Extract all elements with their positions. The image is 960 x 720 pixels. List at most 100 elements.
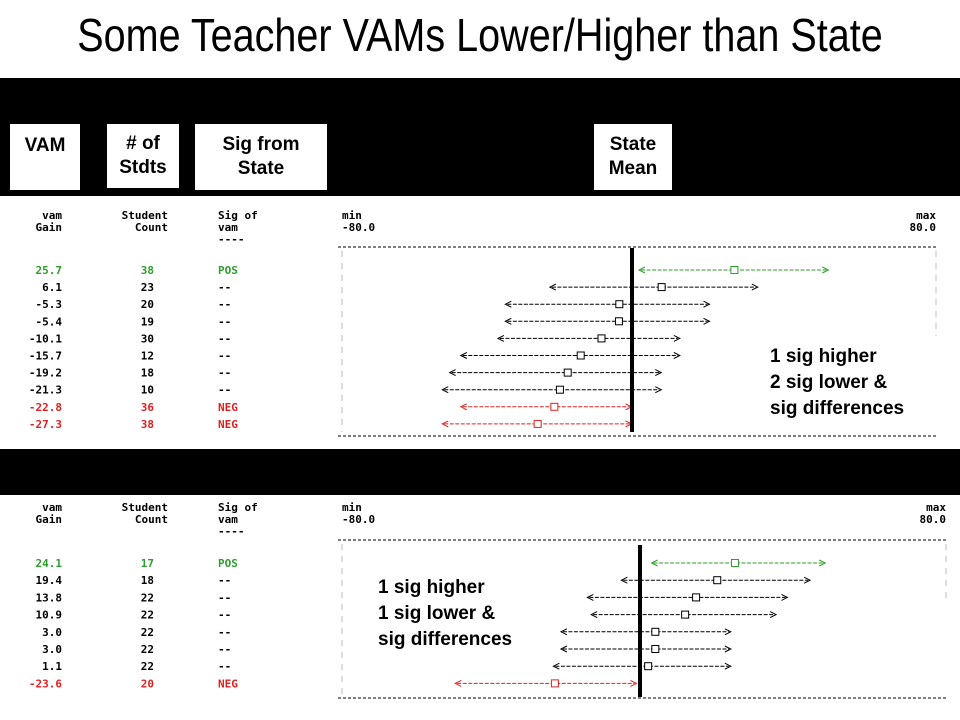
- interval-left-arrow: [448, 369, 456, 377]
- interval-left-arrow: [459, 403, 468, 411]
- column-header-3-line-3: ----: [218, 233, 245, 246]
- column-header-2-line-1: Student: [122, 501, 168, 514]
- vam-point-marker: [692, 593, 701, 602]
- sig-of-vam-value: --: [218, 350, 231, 363]
- vam-point-marker: [730, 559, 739, 567]
- vam-gain-value: 6.1: [42, 281, 62, 294]
- vam-point-marker: [550, 679, 559, 688]
- vam-gain-value: 13.8: [36, 591, 63, 604]
- column-header-3-line-1: Sig of: [218, 501, 258, 514]
- column-header-3-line-2: vam: [218, 513, 238, 526]
- slide-title: Some Teacher VAMs Lower/Higher than Stat…: [77, 9, 883, 61]
- sig-of-vam-value: NEG: [218, 677, 238, 690]
- vam-gain-value: -5.4: [36, 315, 63, 328]
- column-header-1-line-1: vam: [42, 501, 62, 514]
- interval-right-arrow: [655, 386, 663, 394]
- vam-point-marker: [533, 419, 542, 428]
- vam-point-marker: [614, 317, 623, 326]
- student-count-value: 17: [141, 557, 154, 570]
- sig-of-vam-value: --: [218, 332, 231, 345]
- student-count-value: 18: [141, 367, 154, 380]
- interval-right-arrow: [781, 593, 789, 601]
- interval-right-arrow: [769, 611, 778, 619]
- interval-right-arrow: [703, 317, 711, 325]
- vam-gain-value: -19.2: [29, 367, 62, 380]
- interval-left-arrow: [548, 283, 557, 291]
- student-count-header-label: # of Stdts: [107, 124, 179, 188]
- vam-point-marker: [555, 385, 564, 394]
- vam-point-marker: [550, 402, 559, 411]
- interval-left-arrow: [504, 317, 512, 325]
- sig-of-vam-value: POS: [218, 557, 238, 570]
- student-count-value: 19: [141, 315, 154, 328]
- vam-gain-value: 19.4: [36, 574, 63, 587]
- interval-left-arrow: [559, 645, 568, 653]
- vam-gain-value: 24.1: [36, 557, 63, 570]
- interval-left-arrow: [650, 559, 658, 567]
- interval-left-arrow: [441, 386, 449, 394]
- column-header-2-line-1: Student: [122, 209, 168, 222]
- interval-left-arrow: [637, 266, 646, 274]
- sig-of-vam-value: --: [218, 315, 231, 328]
- vam-point-marker: [615, 300, 624, 309]
- axis-max-label: max: [916, 209, 936, 222]
- axis-max-label: max: [926, 501, 946, 514]
- vam-gain-value: 1.1: [42, 660, 62, 673]
- vam-gain-value: -22.8: [29, 401, 62, 414]
- state-mean-header-label: State Mean: [594, 124, 672, 190]
- interval-left-arrow: [441, 420, 449, 428]
- student-count-value: 20: [141, 677, 154, 690]
- sig-of-vam-value: --: [218, 660, 231, 673]
- vam-point-marker: [730, 266, 739, 274]
- axis-max-value: 80.0: [920, 513, 947, 526]
- vam-gain-value: -21.3: [29, 384, 62, 397]
- interval-right-arrow: [724, 645, 732, 653]
- interval-left-arrow: [496, 334, 505, 342]
- vam-gain-value: 3.0: [42, 643, 62, 656]
- interval-right-arrow: [673, 352, 681, 359]
- sig-of-vam-value: --: [218, 591, 231, 604]
- axis-max-value: 80.0: [910, 221, 937, 234]
- column-header-1-line-2: Gain: [36, 513, 63, 526]
- interval-left-arrow: [459, 352, 468, 359]
- student-count-value: 22: [141, 609, 154, 622]
- vam-point-marker: [713, 576, 722, 585]
- summary-note-bottom: 1 sig higher 1 sig lower & sig differenc…: [378, 575, 513, 653]
- column-header-2-line-2: Count: [135, 513, 168, 526]
- interval-left-arrow: [620, 576, 628, 584]
- vam-gain-value: -10.1: [29, 332, 62, 345]
- vam-gain-value: -27.3: [29, 418, 62, 431]
- axis-min-value: -80.0: [342, 221, 375, 234]
- axis-min-label: min: [342, 501, 362, 514]
- vam-point-marker: [657, 283, 666, 292]
- student-count-value: 12: [141, 350, 154, 363]
- student-count-value: 36: [141, 401, 155, 414]
- vam-header-label: VAM: [10, 124, 80, 190]
- interval-left-arrow: [504, 300, 512, 308]
- axis-min-label: min: [342, 209, 362, 222]
- sig-of-vam-value: --: [218, 626, 231, 639]
- interval-right-arrow: [822, 266, 830, 274]
- sig-of-vam-value: --: [218, 384, 231, 397]
- student-count-value: 30: [141, 332, 154, 345]
- student-count-value: 18: [141, 574, 154, 587]
- vam-point-marker: [597, 334, 606, 343]
- interval-right-arrow: [803, 576, 812, 584]
- column-header-2-line-2: Count: [135, 221, 168, 234]
- interval-left-arrow: [454, 679, 462, 687]
- sig-of-vam-value: --: [218, 643, 231, 656]
- student-count-value: 22: [141, 591, 154, 604]
- interval-right-arrow: [724, 662, 732, 670]
- sig-of-vam-value: NEG: [218, 401, 238, 414]
- vam-gain-value: -5.3: [36, 298, 63, 311]
- student-count-value: 38: [141, 264, 154, 277]
- interval-right-arrow: [703, 300, 711, 308]
- student-count-value: 23: [141, 281, 154, 294]
- vam-gain-value: 25.7: [36, 264, 63, 277]
- vam-gain-value: -15.7: [29, 350, 62, 363]
- interval-left-arrow: [590, 611, 598, 619]
- student-count-value: 20: [141, 298, 154, 311]
- student-count-value: 22: [141, 643, 154, 656]
- sig-of-vam-value: POS: [218, 264, 238, 277]
